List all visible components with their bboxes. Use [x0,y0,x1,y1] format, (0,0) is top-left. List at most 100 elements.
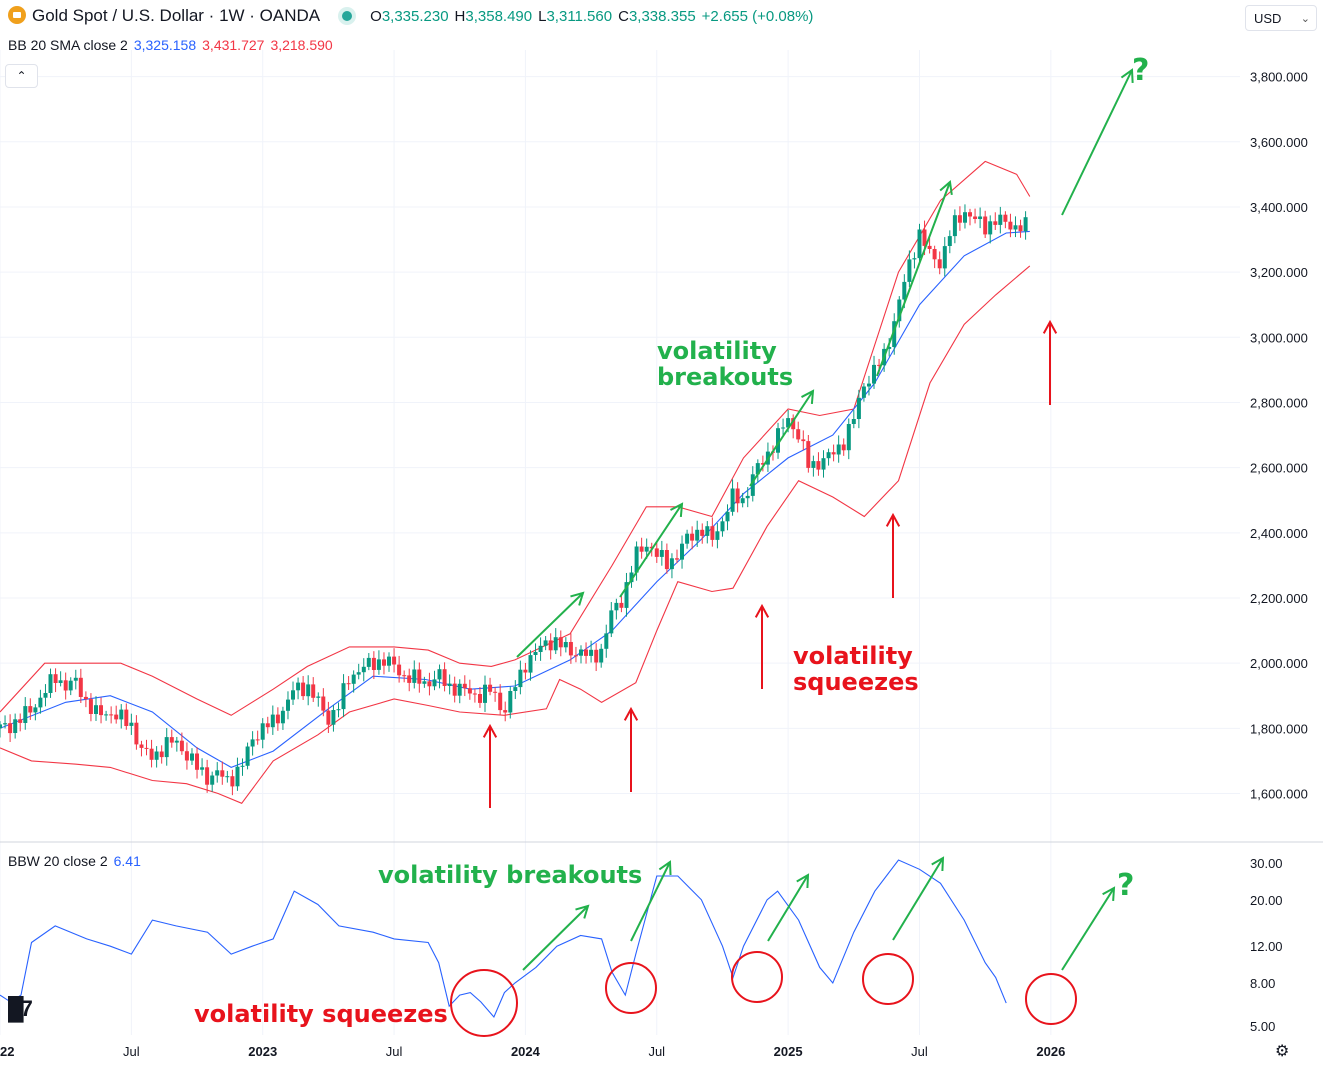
annotation-question-main: ? [1132,53,1149,88]
candle-body [306,684,311,697]
collapse-legend-button[interactable]: ⌃ [5,64,38,88]
candle-body [897,299,902,322]
candle-body [397,664,402,676]
time-axis-label: 2022 [0,1044,14,1059]
bbw-legend[interactable]: BBW 20 close 2 6.41 [8,853,141,869]
candle-body [700,529,705,536]
candle-body [53,674,58,683]
candle-body [119,709,124,720]
bbw-breakout-arrow [630,860,672,942]
candle-body [220,770,225,777]
candle-body [164,737,169,758]
close-label: C [618,8,629,25]
candle-body [543,640,548,646]
candle-body [568,642,573,656]
candle-body [1008,221,1013,230]
candle-body [644,546,649,552]
candle-body [462,683,467,689]
candle-body [23,706,28,723]
squeeze-arrow [623,706,639,792]
candle-body [225,776,230,778]
candle-body [735,488,740,504]
candle-body [265,723,270,728]
candle-body [983,216,988,235]
bbw-axis-label: 30.00 [1250,856,1283,871]
bb-lower-line [0,265,1031,804]
candle-body [634,546,639,573]
bb-label: BB 20 SMA close 2 [8,37,128,53]
arrow-head [570,591,585,606]
arrow-head [1102,886,1116,902]
arrow-head [623,706,639,721]
chevron-up-icon: ⌃ [16,69,27,83]
candle-body [240,765,245,767]
candle-body [43,693,48,698]
candle-body [356,672,361,675]
annotation-breakouts-line2: breakouts [657,363,793,391]
candle-body [210,775,215,785]
candle-body [270,714,275,728]
candle-body [13,719,18,733]
candle-body [311,684,316,698]
change-value: +2.655 (+0.08%) [701,8,814,25]
candle-body [750,474,755,496]
candle-body [917,229,922,259]
settings-gear-icon[interactable]: ⚙ [1275,1043,1290,1060]
arrow-head [575,904,590,919]
candle-body [720,521,725,532]
squeeze-circle [862,953,914,1005]
candle-body [639,546,644,552]
squeeze-arrow [482,723,498,808]
candle-body [816,461,821,470]
squeeze-circle [731,951,783,1003]
candle-body [255,739,260,741]
candle-body [553,637,558,651]
bb-upper-line [0,160,1031,716]
candle-body [472,693,477,695]
candle-body [336,709,341,711]
annotation-bbw-squeezes: volatility squeezes [194,1000,448,1028]
price-axis-label: 2,000.000 [1250,656,1308,671]
candle-body [922,229,927,246]
price-axis-label: 2,200.000 [1250,591,1308,606]
price-axis-label: 3,400.000 [1250,200,1308,215]
candle-body [968,212,972,217]
arrow-shaft [767,874,809,942]
candle-body [235,766,240,787]
currency-select[interactable]: USD ⌄ [1245,5,1317,31]
candle-body [331,710,336,725]
candle-body [907,259,912,282]
candle-body [801,439,806,442]
candle-body [629,572,634,583]
bb-legend[interactable]: BB 20 SMA close 2 3,325.158 3,431.727 3,218… [8,37,333,53]
time-axis-label: Jul [648,1044,665,1059]
candle-body [402,675,407,677]
candle-body [740,498,745,504]
price-axis-label: 3,800.000 [1250,70,1308,85]
tradingview-logo-icon[interactable]: █7 [8,996,33,1021]
candle-body [104,714,109,716]
candle-body [503,710,508,713]
candle-body [498,692,503,711]
arrow-head [1042,319,1058,334]
candle-body [584,649,588,656]
candle-body [528,655,533,673]
market-status-dot-icon [342,11,353,21]
arrow-shaft [1061,69,1133,216]
bbw-breakout-arrow [522,904,590,971]
symbol-title[interactable]: Gold Spot / U.S. Dollar · 1W · OANDA O3,3… [8,6,819,26]
candle-body [861,386,866,398]
candle-body [533,652,538,655]
candle-body [786,418,791,428]
candle-body [124,709,129,726]
candle-body [872,364,876,384]
low-label: L [538,8,547,25]
candle-body [685,533,690,544]
candle-body [513,687,518,691]
high-label: H [454,8,466,25]
bbw-value: 6.41 [113,853,141,869]
candle-body [715,531,720,540]
candle-body [0,724,2,729]
price-axis-label: 1,800.000 [1250,721,1308,736]
